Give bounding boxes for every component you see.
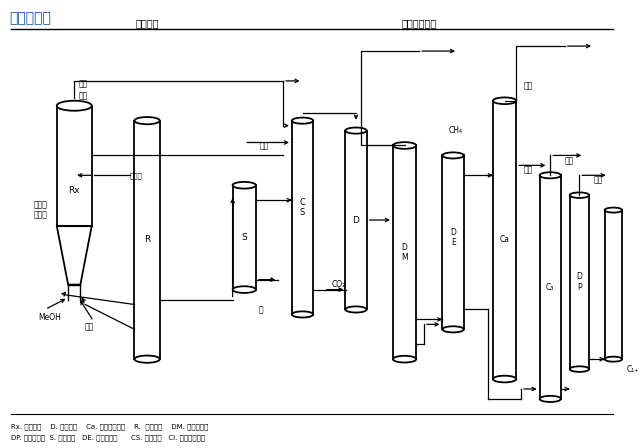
Text: 乙烯: 乙烯: [524, 82, 533, 90]
Ellipse shape: [134, 117, 160, 124]
Text: Rx: Rx: [68, 186, 80, 195]
Ellipse shape: [442, 326, 464, 332]
Bar: [134, 121, 160, 359]
Text: S: S: [241, 233, 247, 242]
Bar: [232, 185, 256, 289]
Text: C₁₊: C₁₊: [627, 365, 639, 374]
Ellipse shape: [605, 357, 622, 362]
Bar: [570, 195, 589, 369]
Text: R: R: [144, 235, 150, 245]
Text: MeOH: MeOH: [38, 313, 61, 322]
Ellipse shape: [232, 286, 256, 293]
Text: 燃料气: 燃料气: [129, 172, 142, 179]
Text: D
P: D P: [577, 272, 582, 292]
Text: Rx. 反应器；    D. 干燥塔；    Ca. 丙烯分离塔；    R.  再生器；    DM. 脱甲烷塔；: Rx. 反应器； D. 干燥塔； Ca. 丙烯分离塔； R. 再生器； DM. …: [11, 424, 209, 431]
Ellipse shape: [134, 356, 160, 363]
Text: 产品: 产品: [79, 79, 88, 88]
Text: 水: 水: [259, 305, 264, 314]
Text: C
S: C S: [300, 198, 305, 217]
Text: 丙烷: 丙烷: [594, 176, 604, 185]
Text: 乙烷: 乙烷: [524, 166, 533, 175]
Bar: [346, 130, 367, 310]
Text: C₃: C₃: [546, 283, 554, 292]
Polygon shape: [57, 226, 92, 284]
Bar: [540, 175, 561, 399]
Bar: [292, 121, 313, 314]
Ellipse shape: [292, 117, 313, 124]
Bar: [605, 210, 622, 359]
Ellipse shape: [570, 366, 589, 372]
Bar: [57, 106, 92, 226]
Ellipse shape: [57, 101, 92, 111]
Ellipse shape: [540, 396, 561, 402]
Ellipse shape: [493, 97, 516, 104]
Ellipse shape: [393, 142, 416, 149]
Bar: [393, 146, 416, 359]
Text: 反应部分: 反应部分: [136, 18, 159, 28]
Ellipse shape: [232, 182, 256, 189]
Text: CH₄: CH₄: [448, 126, 462, 135]
Text: DP. 脱丙烷塔；  S. 分离器；   DE. 脱乙烷塔；      CS. 碱洗塔；   Cl. 乙烯分离塔。: DP. 脱丙烷塔； S. 分离器； DE. 脱乙烷塔； CS. 碱洗塔； Cl.…: [11, 435, 205, 441]
Text: 流化床
反应器: 流化床 反应器: [33, 200, 47, 220]
Ellipse shape: [493, 376, 516, 383]
Text: D: D: [353, 215, 360, 224]
Ellipse shape: [346, 306, 367, 313]
Text: D
E: D E: [450, 228, 456, 247]
Ellipse shape: [292, 311, 313, 318]
Text: CO₂: CO₂: [332, 280, 346, 289]
Text: 丙烯: 丙烯: [565, 156, 574, 165]
Text: 碱液: 碱液: [259, 141, 269, 150]
Text: 产品: 产品: [79, 91, 88, 100]
Bar: [493, 101, 516, 379]
Text: Ca: Ca: [500, 235, 509, 245]
Bar: [442, 155, 464, 329]
Ellipse shape: [540, 172, 561, 178]
Text: D
M: D M: [401, 243, 408, 262]
Ellipse shape: [393, 356, 416, 362]
Ellipse shape: [570, 192, 589, 198]
Text: 空气: 空气: [84, 323, 93, 332]
Ellipse shape: [605, 207, 622, 213]
Ellipse shape: [346, 128, 367, 134]
Ellipse shape: [442, 152, 464, 159]
Text: 工艺流程图: 工艺流程图: [9, 11, 51, 26]
Text: 产品回收部分: 产品回收部分: [401, 18, 436, 28]
